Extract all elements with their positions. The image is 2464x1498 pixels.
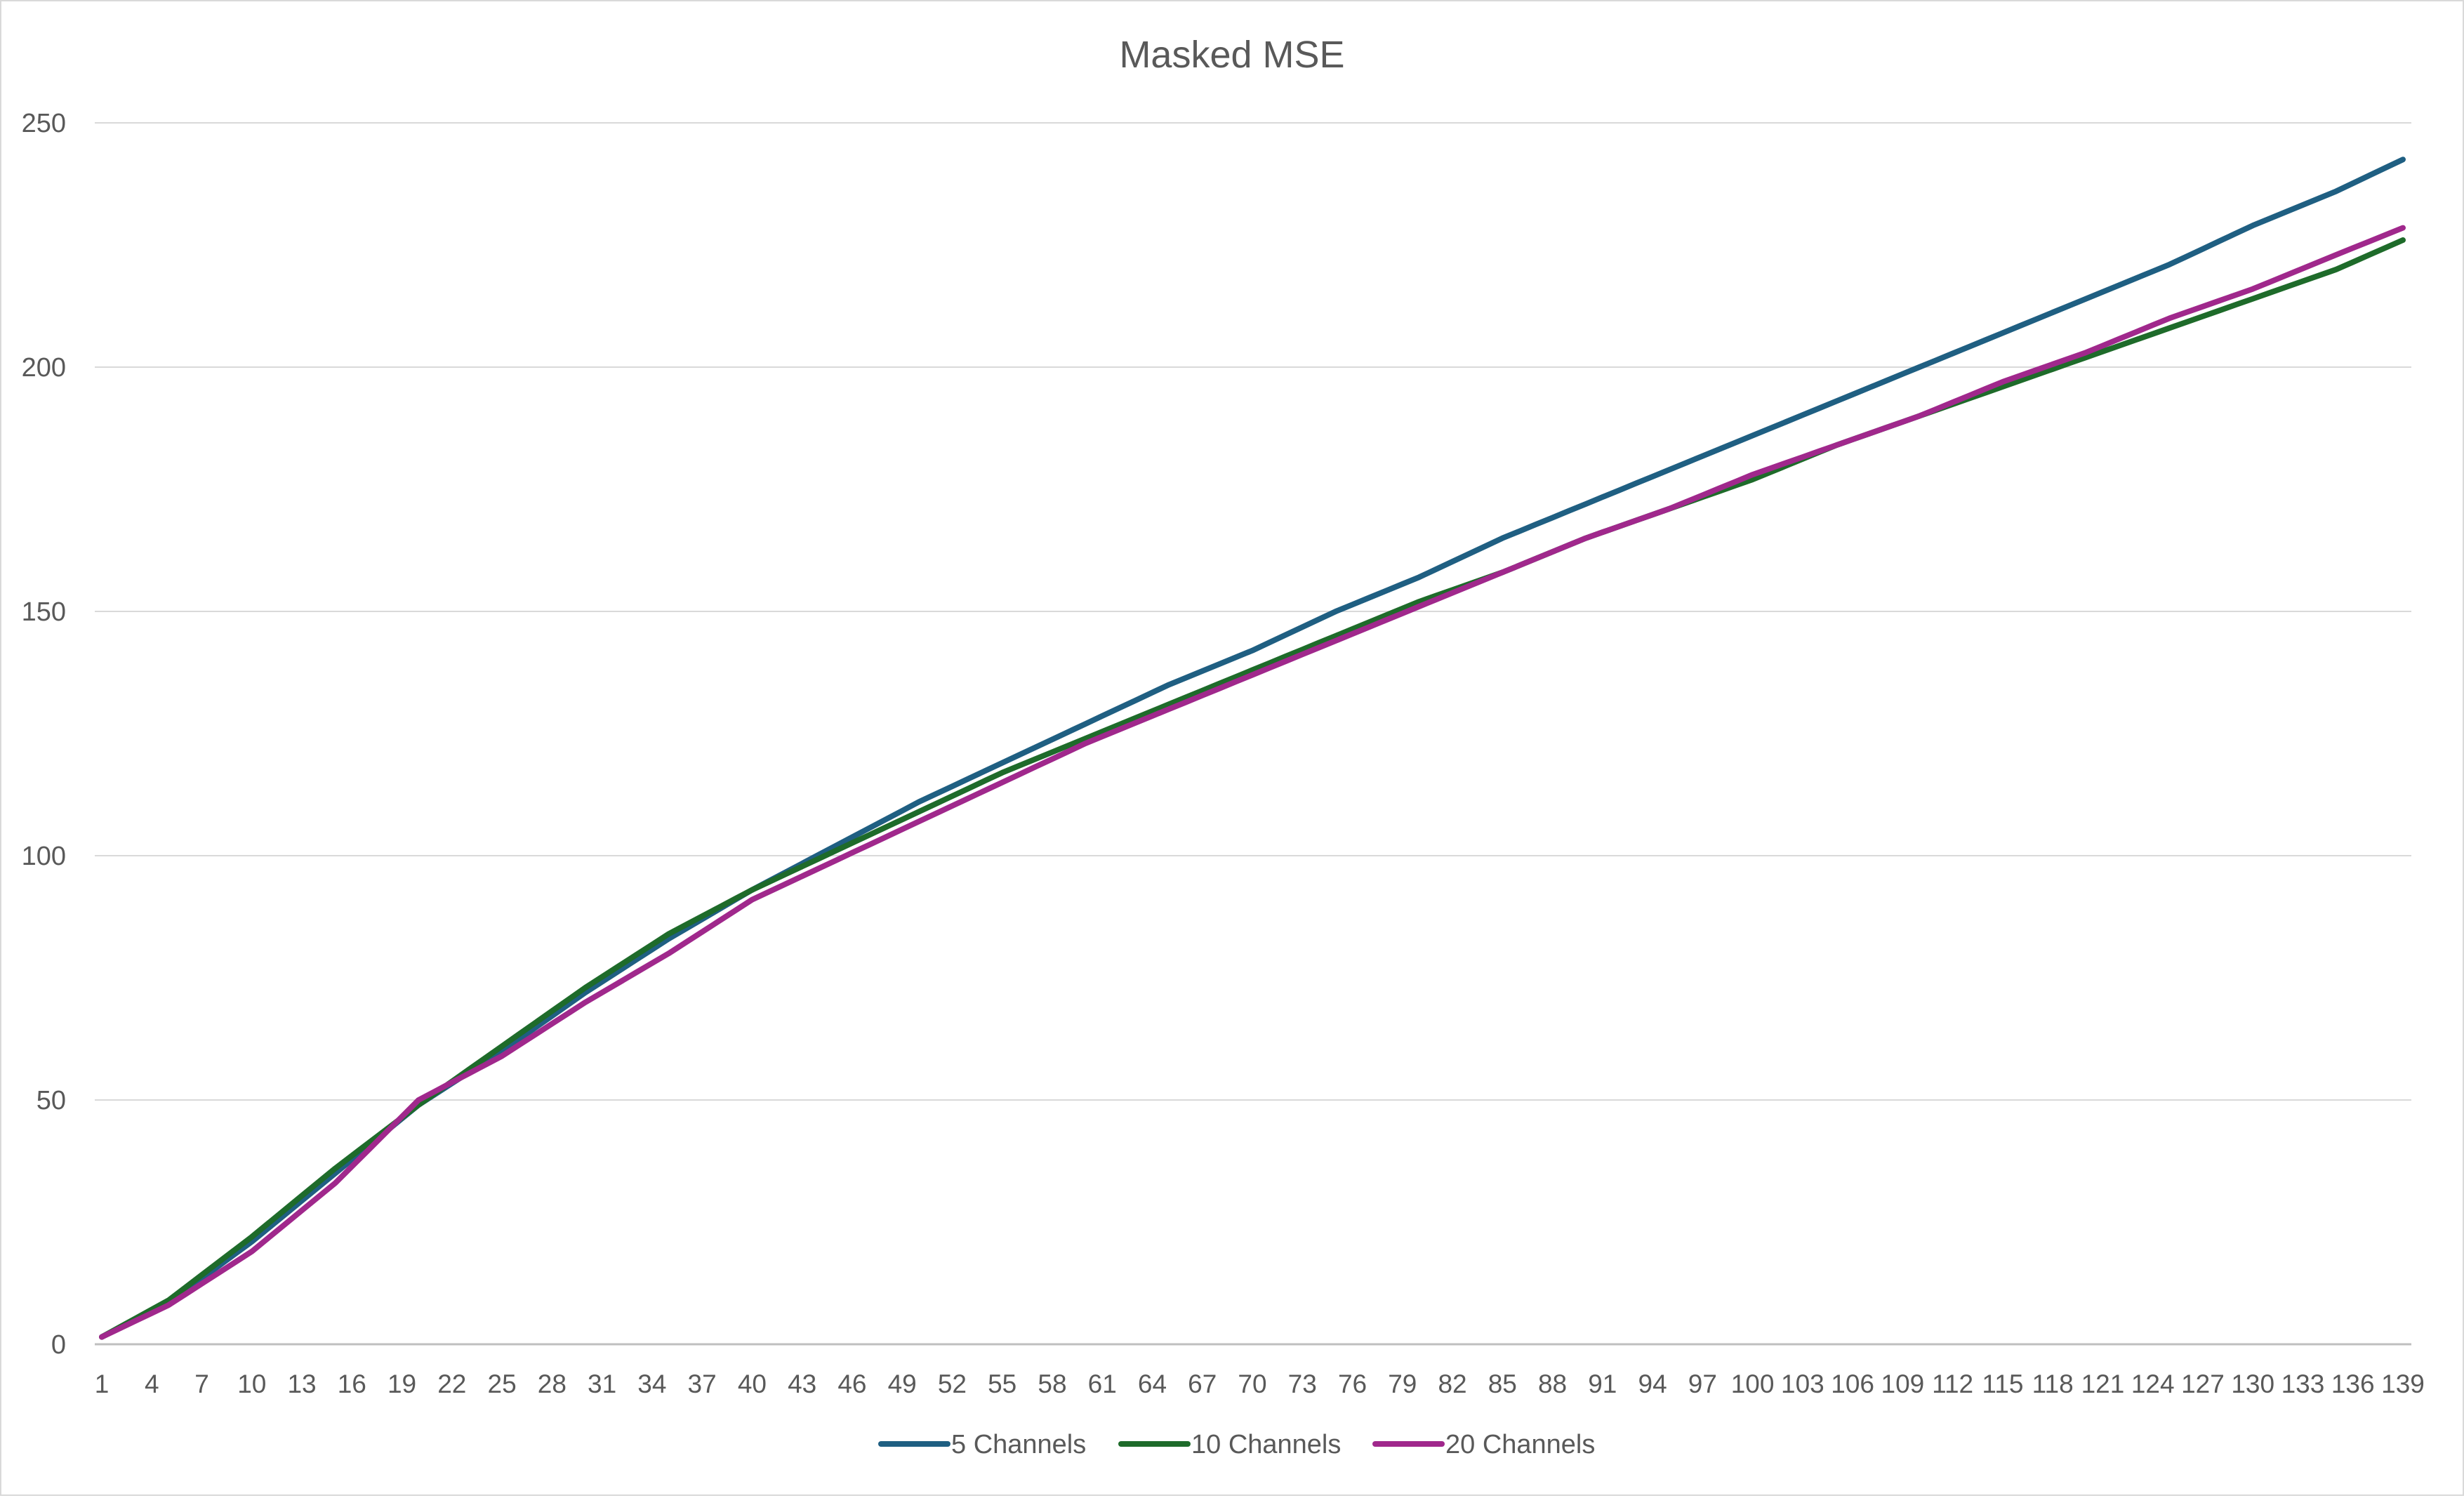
x-tick-label: 70 — [1238, 1370, 1266, 1398]
x-tick-label: 1 — [95, 1370, 110, 1398]
x-tick-label: 91 — [1588, 1370, 1617, 1398]
x-tick-label: 31 — [588, 1370, 616, 1398]
x-tick-label: 103 — [1781, 1370, 1824, 1398]
y-tick-label: 100 — [22, 842, 66, 871]
x-tick-label: 4 — [145, 1370, 159, 1398]
x-tick-label: 130 — [2231, 1370, 2274, 1398]
x-tick-label: 82 — [1438, 1370, 1466, 1398]
x-tick-label: 121 — [2081, 1370, 2125, 1398]
x-tick-label: 22 — [437, 1370, 466, 1398]
x-tick-label: 133 — [2281, 1370, 2325, 1398]
x-tick-label: 139 — [2381, 1370, 2425, 1398]
y-tick-label: 150 — [22, 597, 66, 627]
legend: 5 Channels 10 Channels 20 Channels — [878, 1430, 1595, 1459]
series-lines — [99, 157, 2406, 1340]
y-tick-label: 50 — [37, 1086, 66, 1115]
x-tick-label: 10 — [237, 1370, 266, 1398]
legend-label: 5 Channels — [951, 1430, 1086, 1459]
x-tick-label: 118 — [2032, 1370, 2074, 1398]
x-tick-label: 97 — [1688, 1370, 1717, 1398]
x-tick-label: 88 — [1538, 1370, 1567, 1398]
x-tick-label: 16 — [338, 1370, 366, 1398]
x-axis-tick-labels: 1 4 7 10 13 16 19 22 25 28 31 34 37 40 43 46 49 52 55 58 61 6… — [95, 1370, 2425, 1398]
x-tick-label: 7 — [194, 1370, 209, 1398]
x-tick-label: 64 — [1138, 1370, 1167, 1398]
x-tick-label: 34 — [637, 1370, 666, 1398]
x-tick-label: 61 — [1088, 1370, 1117, 1398]
x-tick-label: 46 — [837, 1370, 866, 1398]
x-tick-label: 100 — [1731, 1370, 1775, 1398]
x-tick-label: 109 — [1881, 1370, 1925, 1398]
x-tick-label: 136 — [2331, 1370, 2375, 1398]
x-tick-label: 25 — [488, 1370, 517, 1398]
chart-title: Masked MSE — [1119, 34, 1344, 76]
x-tick-label: 55 — [988, 1370, 1016, 1398]
x-tick-label: 73 — [1288, 1370, 1317, 1398]
x-tick-label: 37 — [688, 1370, 717, 1398]
x-tick-label: 19 — [388, 1370, 416, 1398]
x-tick-label: 106 — [1831, 1370, 1874, 1398]
x-tick-label: 124 — [2131, 1370, 2175, 1398]
series-line-2 — [99, 237, 2406, 1340]
series-line-1 — [99, 157, 2406, 1340]
y-tick-label: 0 — [51, 1330, 66, 1360]
legend-label: 20 Channels — [1445, 1430, 1595, 1459]
x-tick-label: 76 — [1338, 1370, 1367, 1398]
series-line-3 — [99, 225, 2406, 1340]
y-axis-tick-labels: 0 50 100 150 200 250 — [22, 109, 66, 1360]
y-tick-label: 200 — [22, 353, 66, 383]
x-tick-label: 28 — [538, 1370, 567, 1398]
legend-label: 10 Channels — [1191, 1430, 1341, 1459]
x-tick-label: 40 — [738, 1370, 767, 1398]
gridlines — [95, 122, 2411, 1346]
x-tick-label: 58 — [1038, 1370, 1066, 1398]
x-tick-label: 43 — [788, 1370, 816, 1398]
x-tick-label: 112 — [1932, 1370, 1973, 1398]
x-tick-label: 115 — [1982, 1370, 2023, 1398]
x-tick-label: 79 — [1388, 1370, 1417, 1398]
x-tick-label: 52 — [938, 1370, 967, 1398]
x-tick-label: 13 — [287, 1370, 316, 1398]
x-tick-label: 49 — [888, 1370, 917, 1398]
x-tick-label: 127 — [2181, 1370, 2225, 1398]
x-tick-label: 85 — [1488, 1370, 1517, 1398]
y-tick-label: 250 — [22, 109, 66, 138]
x-tick-label: 94 — [1638, 1370, 1667, 1398]
x-tick-label: 67 — [1188, 1370, 1217, 1398]
